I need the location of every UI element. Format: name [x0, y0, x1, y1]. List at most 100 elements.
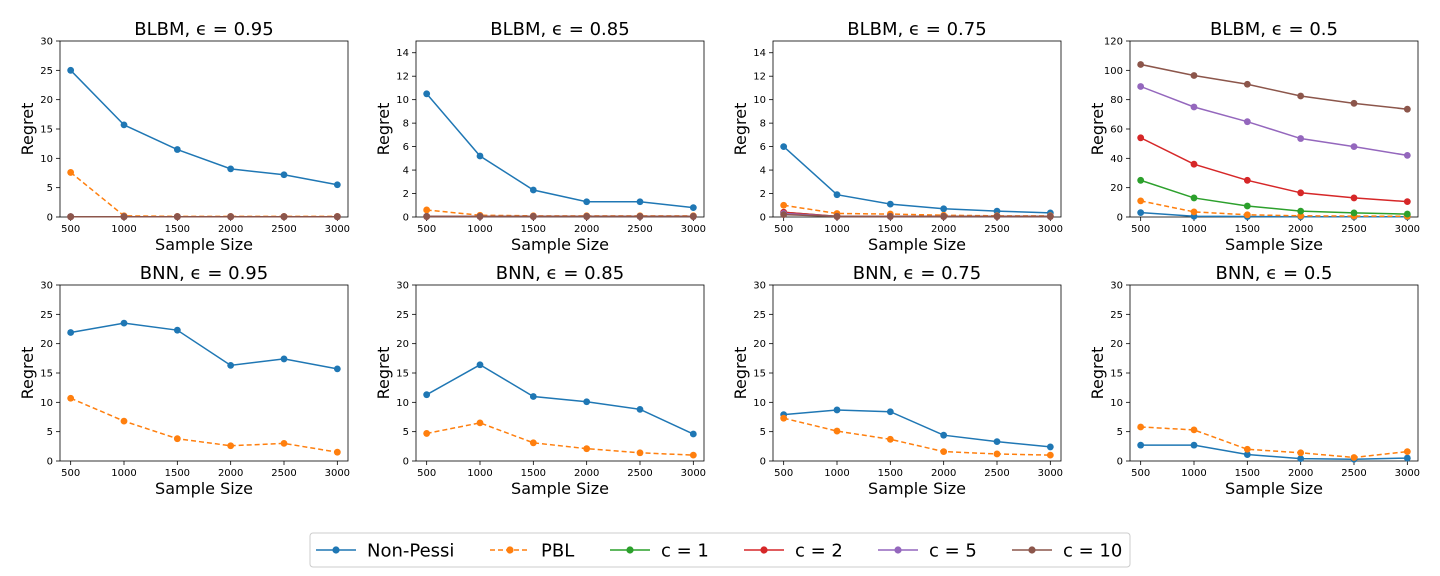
x-tick-label: 3000 [325, 224, 350, 235]
data-point [1190, 441, 1198, 449]
y-tick-label: 20 [40, 95, 53, 106]
y-axis-label: Regret [1088, 347, 1107, 400]
y-tick-label: 6 [403, 142, 409, 153]
subplot-title: BLBM, ϵ = 0.5 [1210, 19, 1338, 40]
data-point [833, 406, 841, 414]
data-point [1243, 445, 1251, 453]
x-tick-label: 1000 [467, 224, 492, 235]
data-point [1403, 454, 1411, 462]
data-point [780, 211, 788, 219]
x-tick-label: 2500 [984, 468, 1009, 479]
legend-frame [309, 532, 1131, 568]
subplot-title: BNN, ϵ = 0.95 [140, 263, 268, 284]
data-point [833, 427, 841, 435]
data-point [1350, 143, 1358, 151]
series-c-2 [1137, 134, 1411, 206]
y-tick-label: 15 [753, 369, 766, 380]
data-point [1046, 451, 1054, 459]
data-point [1137, 134, 1145, 142]
subplot-7: 500 1000 1500 2000 2500 3000 0 5 10 15 20 25 30 BNN, … [731, 263, 1063, 498]
legend-marker [760, 546, 768, 554]
y-axis-label: Regret [731, 347, 750, 400]
y-axis-label: Regret [374, 347, 393, 400]
axes-frame [772, 40, 1062, 218]
y-tick-label: 0 [403, 213, 409, 224]
data-point [1297, 207, 1305, 215]
axes-frame [1129, 284, 1419, 462]
series-line [70, 171, 338, 218]
series-non-pessi [780, 143, 1054, 217]
legend-entry: c = 1 [610, 541, 709, 562]
x-tick-label: 1500 [165, 468, 190, 479]
legend-entry: c = 5 [878, 541, 977, 562]
y-tick-label: 20 [1110, 183, 1123, 194]
data-point [120, 213, 128, 221]
data-point [1137, 83, 1145, 90]
y-tick-label: 20 [1110, 339, 1123, 350]
data-point [1297, 189, 1305, 197]
data-point [67, 329, 75, 336]
series-line [70, 69, 338, 186]
y-tick-label: 15 [396, 369, 409, 380]
data-point [529, 186, 537, 194]
data-point [280, 440, 288, 447]
x-axis-label: Sample Size [155, 479, 253, 498]
series-non-pessi [67, 66, 341, 189]
subplot-title: BNN, ϵ = 0.85 [496, 263, 624, 284]
series-line [783, 213, 1051, 218]
y-axis-label: Regret [18, 347, 37, 400]
y-tick-label: 8 [403, 119, 409, 130]
series-pbl [67, 169, 341, 220]
data-point [583, 198, 591, 206]
y-tick-label: 4 [403, 166, 409, 177]
data-point [476, 361, 484, 369]
series-line [1140, 63, 1408, 110]
data-point [833, 191, 841, 199]
data-point [529, 439, 537, 447]
legend-entry: c = 2 [744, 541, 843, 562]
y-tick-label: 30 [40, 37, 53, 48]
series-pbl [423, 419, 697, 459]
data-point [280, 171, 288, 179]
x-tick-label: 2000 [1288, 224, 1313, 235]
data-point [689, 204, 697, 212]
y-tick-label: 30 [753, 281, 766, 292]
legend-label: c = 2 [795, 541, 843, 562]
y-tick-label: 30 [1110, 281, 1123, 292]
data-point [1350, 454, 1358, 461]
y-tick-label: 100 [1104, 66, 1123, 77]
data-point [333, 181, 341, 189]
data-point [886, 200, 894, 208]
y-tick-label: 120 [1104, 37, 1123, 48]
x-tick-label: 1000 [824, 224, 849, 235]
y-tick-label: 25 [396, 310, 409, 321]
subplot-title: BLBM, ϵ = 0.85 [490, 19, 629, 40]
y-tick-label: 12 [753, 72, 766, 83]
y-tick-label: 10 [40, 398, 53, 409]
y-tick-label: 0 [760, 457, 766, 468]
y-tick-label: 0 [760, 213, 766, 224]
x-tick-label: 500 [1131, 224, 1150, 235]
y-tick-label: 2 [403, 189, 409, 200]
data-point [1243, 202, 1251, 210]
y-tick-label: 25 [1110, 310, 1123, 321]
y-tick-label: 60 [1110, 125, 1123, 136]
y-tick-label: 5 [1117, 427, 1123, 438]
data-point [780, 143, 788, 151]
series-c-10 [1137, 61, 1411, 113]
x-tick-label: 2000 [931, 468, 956, 479]
subplot-8: 500 1000 1500 2000 2500 3000 0 5 10 15 20 25 30 BNN, … [1088, 263, 1420, 498]
x-tick-label: 2000 [1288, 468, 1313, 479]
data-point [333, 213, 341, 221]
data-point [227, 361, 235, 369]
series-line [783, 417, 1051, 456]
data-point [1403, 198, 1411, 206]
legend-marker [506, 546, 514, 554]
data-point [636, 198, 644, 206]
y-tick-label: 5 [760, 427, 766, 438]
data-point [476, 419, 484, 427]
legend-entry: c = 10 [1012, 541, 1122, 562]
data-point [1190, 160, 1198, 168]
y-tick-label: 10 [753, 95, 766, 106]
series-c-1 [1137, 176, 1411, 218]
